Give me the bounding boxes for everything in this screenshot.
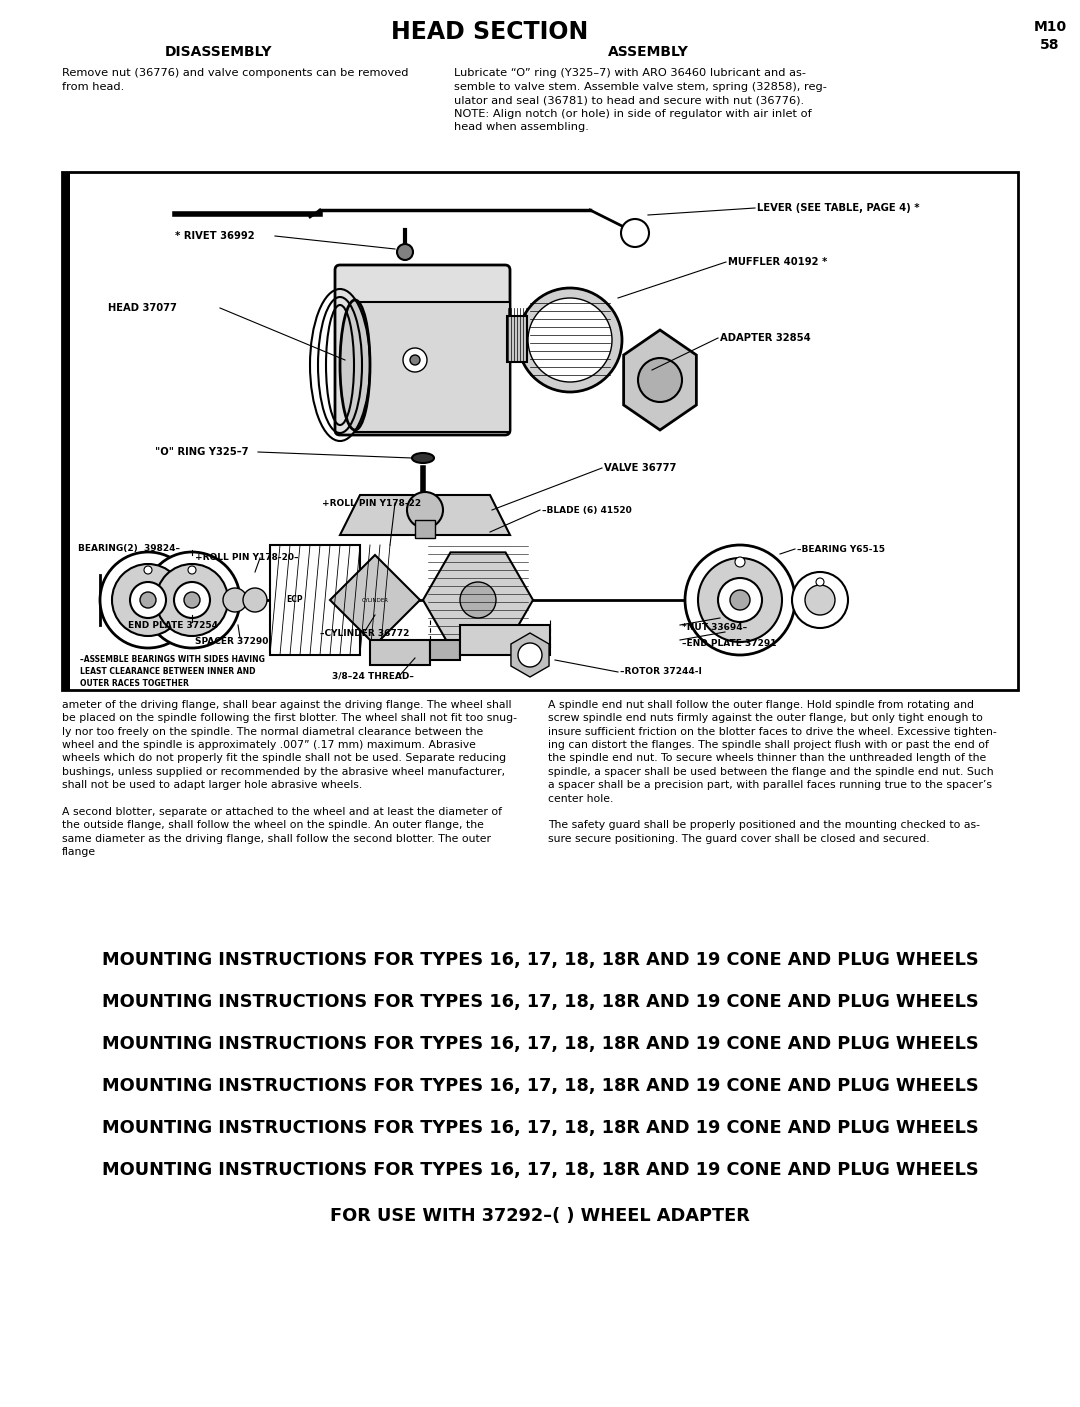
Text: ADAPTER 32854: ADAPTER 32854 [720,333,811,343]
Bar [62,172,70,689]
Ellipse shape [411,453,434,463]
Text: MOUNTING INSTRUCTIONS FOR TYPES 16, 17, 18, 18R AND 19 CONE AND PLUG WHEELS: MOUNTING INSTRUCTIONS FOR TYPES 16, 17, … [102,1119,978,1137]
Ellipse shape [340,300,370,431]
Circle shape [718,578,762,622]
Polygon shape [423,553,534,647]
Circle shape [735,557,745,567]
Circle shape [222,588,247,612]
Circle shape [130,582,166,618]
Text: –ROTOR 37244-I: –ROTOR 37244-I [620,667,702,677]
Circle shape [112,564,184,636]
Text: MOUNTING INSTRUCTIONS FOR TYPES 16, 17, 18, 18R AND 19 CONE AND PLUG WHEELS: MOUNTING INSTRUCTIONS FOR TYPES 16, 17, … [102,951,978,969]
Circle shape [460,582,496,618]
Text: Lubricate “O” ring (Y325–7) with ARO 36460 lubricant and as-
semble to valve ste: Lubricate “O” ring (Y325–7) with ARO 364… [454,68,827,132]
Text: *NUT 33694–: *NUT 33694– [681,623,747,633]
Circle shape [403,348,427,371]
Circle shape [144,566,152,574]
Circle shape [100,552,195,649]
Polygon shape [330,554,420,644]
Text: ASSEMBLY: ASSEMBLY [608,45,688,59]
Circle shape [140,592,156,608]
Bar [355,303,510,432]
Circle shape [144,552,240,649]
Text: +ROLL PIN Y178-22: +ROLL PIN Y178-22 [322,498,421,508]
Circle shape [698,559,782,642]
Text: MUFFLER 40192 *: MUFFLER 40192 * [728,257,827,267]
Text: 58: 58 [1040,38,1059,52]
Circle shape [792,573,848,628]
Bar [270,545,360,656]
Text: –BEARING Y65-15: –BEARING Y65-15 [797,545,885,553]
Text: BEARING(2)  39824–: BEARING(2) 39824– [78,543,180,553]
Text: * RIVET 36992: * RIVET 36992 [175,231,255,241]
Circle shape [397,243,413,260]
Text: A spindle end nut shall follow the outer flange. Hold spindle from rotating and
: A spindle end nut shall follow the outer… [548,701,997,844]
Circle shape [816,578,824,585]
Text: –BLADE (6) 41520: –BLADE (6) 41520 [542,505,632,515]
Text: MOUNTING INSTRUCTIONS FOR TYPES 16, 17, 18, 18R AND 19 CONE AND PLUG WHEELS: MOUNTING INSTRUCTIONS FOR TYPES 16, 17, … [102,1036,978,1052]
Circle shape [730,590,750,611]
Bar [415,521,435,537]
Text: –ASSEMBLE BEARINGS WITH SIDES HAVING
LEAST CLEARANCE BETWEEN INNER AND
OUTER RAC: –ASSEMBLE BEARINGS WITH SIDES HAVING LEA… [80,656,265,688]
Text: HEAD 37077: HEAD 37077 [108,303,177,312]
Bar [460,625,550,656]
Text: VALVE 36777: VALVE 36777 [604,463,676,473]
Text: M10: M10 [1034,20,1067,34]
Polygon shape [340,495,510,535]
Text: +ROLL PIN Y178-20–: +ROLL PIN Y178-20– [195,553,298,563]
Circle shape [685,545,795,656]
Text: FOR USE WITH 37292–( ) WHEEL ADAPTER: FOR USE WITH 37292–( ) WHEEL ADAPTER [330,1207,750,1225]
Bar [507,317,527,362]
Bar [430,640,460,660]
Text: DISASSEMBLY: DISASSEMBLY [164,45,272,59]
Text: ECP: ECP [286,595,303,605]
Circle shape [518,288,622,393]
Circle shape [410,355,420,364]
Polygon shape [623,331,697,431]
Circle shape [188,566,195,574]
Bar [62,172,1018,689]
Circle shape [638,357,681,402]
Circle shape [243,588,267,612]
Circle shape [528,298,612,381]
Text: MOUNTING INSTRUCTIONS FOR TYPES 16, 17, 18, 18R AND 19 CONE AND PLUG WHEELS: MOUNTING INSTRUCTIONS FOR TYPES 16, 17, … [102,993,978,1012]
Polygon shape [511,633,549,677]
Text: ameter of the driving flange, shall bear against the driving flange. The wheel s: ameter of the driving flange, shall bear… [62,701,517,857]
Text: Remove nut (36776) and valve components can be removed
from head.: Remove nut (36776) and valve components … [62,68,408,91]
Text: MOUNTING INSTRUCTIONS FOR TYPES 16, 17, 18, 18R AND 19 CONE AND PLUG WHEELS: MOUNTING INSTRUCTIONS FOR TYPES 16, 17, … [102,1076,978,1095]
Text: –END PLATE 37291: –END PLATE 37291 [681,639,777,647]
Circle shape [407,492,443,528]
Text: SPACER 37290: SPACER 37290 [195,636,268,646]
Circle shape [518,643,542,667]
FancyBboxPatch shape [335,265,510,435]
Text: LEVER (SEE TABLE, PAGE 4) *: LEVER (SEE TABLE, PAGE 4) * [757,203,920,212]
Bar [370,640,430,666]
Circle shape [174,582,210,618]
Text: "O" RING Y325–7: "O" RING Y325–7 [156,447,248,457]
Circle shape [621,219,649,248]
Circle shape [184,592,200,608]
Text: END PLATE 37254: END PLATE 37254 [129,620,218,629]
Text: HEAD SECTION: HEAD SECTION [391,20,589,44]
Text: CYLINDER: CYLINDER [362,598,389,602]
Circle shape [156,564,228,636]
Text: MOUNTING INSTRUCTIONS FOR TYPES 16, 17, 18, 18R AND 19 CONE AND PLUG WHEELS: MOUNTING INSTRUCTIONS FOR TYPES 16, 17, … [102,1161,978,1179]
Text: –CYLINDER 36772: –CYLINDER 36772 [320,629,409,639]
Text: 3/8–24 THREAD–: 3/8–24 THREAD– [332,671,414,681]
Circle shape [805,585,835,615]
